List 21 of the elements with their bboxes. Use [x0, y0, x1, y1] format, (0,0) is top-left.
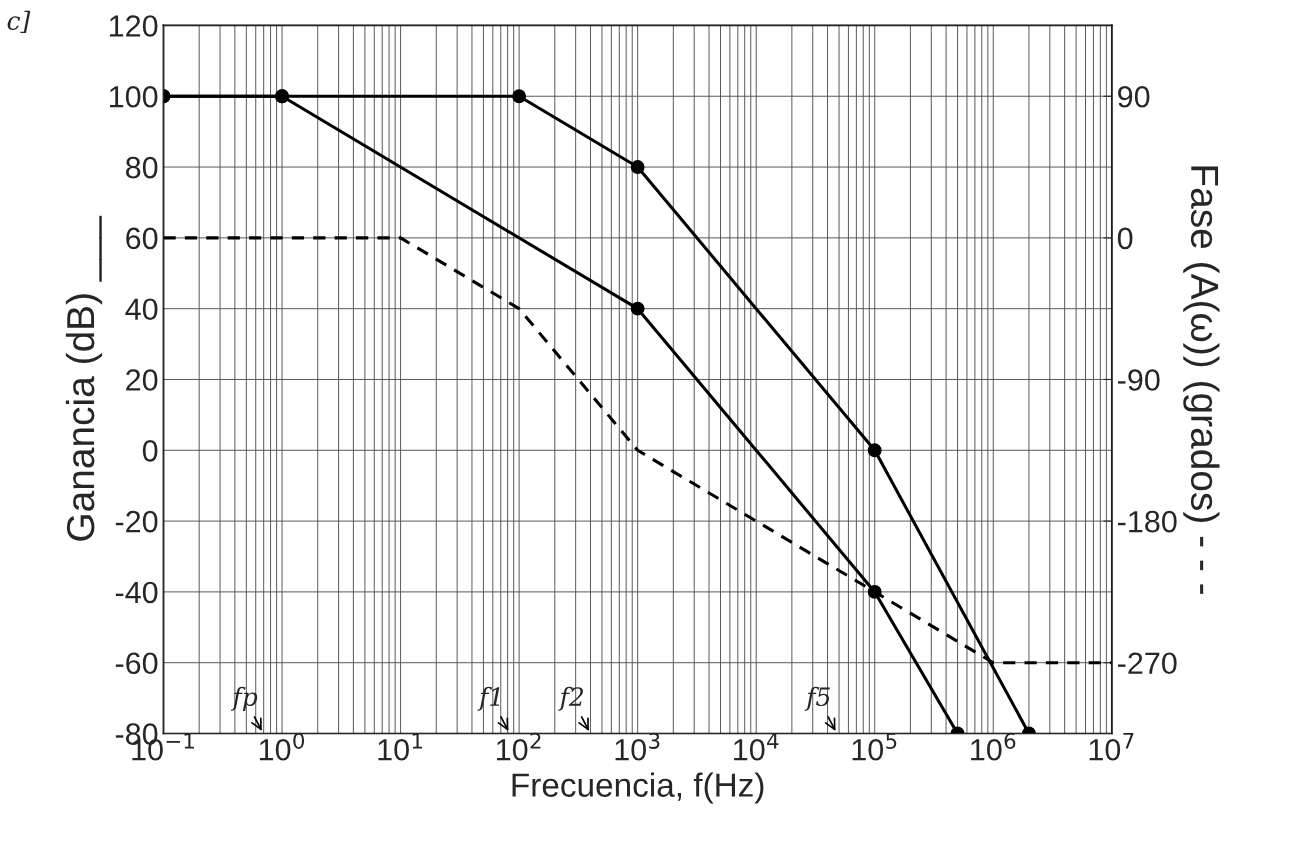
y-axis-title: Ganancia (dB) ___: [65, 215, 103, 541]
y2-tick-label: 0: [1117, 227, 1133, 250]
x-tick-label: 10$^{4}$: [734, 733, 779, 761]
x-tick-label: 10$^{7}$: [1089, 733, 1134, 761]
y-tick-label: 80: [125, 156, 158, 179]
y-tick-label: 60: [126, 227, 158, 250]
y2-tick-label: 90: [1118, 85, 1150, 108]
x-axis-title: Frecuencia, f(Hz): [512, 772, 764, 804]
y-tick-label: 120: [109, 15, 158, 37]
y-tick-label: -20: [115, 510, 158, 533]
y-tick-label: 0: [142, 440, 158, 462]
y2-tick-label: -90: [1118, 369, 1160, 391]
y-tick-label: 20: [126, 369, 158, 391]
y-tick-label: 100: [109, 85, 158, 108]
y2-tick-label: -180: [1118, 510, 1177, 533]
y-tick-label: 40: [125, 298, 158, 321]
y2-axis-title: Fase (A(ω)) (grados) - - -: [1183, 166, 1220, 594]
y-tick-label: -60: [115, 652, 158, 675]
text: c]: [7, 10, 31, 33]
y2-tick-label: -270: [1118, 652, 1177, 675]
y-tick-label: -40: [115, 581, 158, 604]
